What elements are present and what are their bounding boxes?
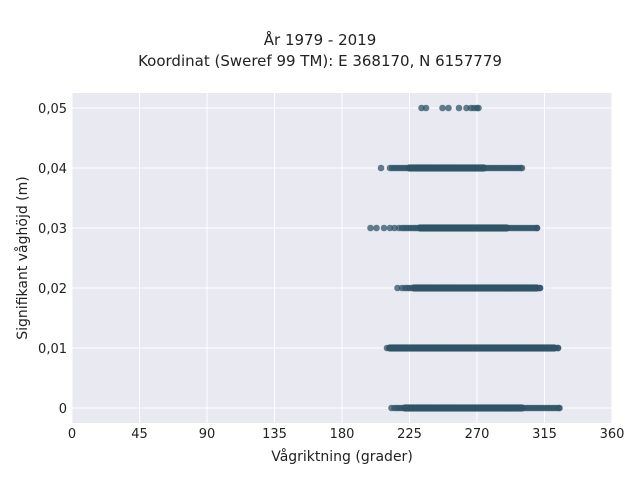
data-point: [395, 224, 403, 232]
x-tick-label: 360: [600, 427, 625, 442]
data-point: [475, 104, 482, 112]
data-point: [445, 104, 452, 112]
data-point: [533, 284, 541, 292]
points-layer: [367, 104, 563, 412]
x-ticks: 0 45 90 135 180 225 270 315 360: [68, 427, 625, 442]
data-point: [398, 284, 406, 292]
chart-title: År 1979 - 2019: [263, 31, 377, 49]
y-tick-label: 0,04: [38, 162, 67, 177]
x-tick-label: 90: [199, 427, 216, 442]
data-point: [422, 104, 430, 112]
data-point: [377, 164, 385, 172]
y-tick-label: 0,01: [38, 342, 67, 357]
y-ticks: 0 0,01 0,02 0,03 0,04 0,05: [38, 102, 67, 417]
data-point: [518, 164, 526, 172]
x-tick-label: 45: [131, 427, 148, 442]
y-tick-label: 0,02: [38, 282, 67, 297]
y-tick-label: 0: [59, 402, 67, 417]
chart-subtitle: Koordinat (Sweref 99 TM): E 368170, N 61…: [138, 52, 502, 70]
y-tick-label: 0,05: [38, 102, 67, 117]
data-point: [556, 404, 563, 412]
data-point: [518, 404, 526, 412]
x-tick-label: 180: [330, 427, 355, 442]
data-point: [550, 344, 558, 352]
x-tick-label: 225: [397, 427, 422, 442]
y-tick-label: 0,03: [38, 222, 67, 237]
data-point: [533, 224, 541, 232]
data-point: [439, 104, 446, 112]
x-axis-label: Vågriktning (grader): [271, 448, 413, 465]
data-point: [367, 224, 374, 232]
y-axis-label: Signifikant våghöjd (m): [14, 176, 31, 339]
x-tick-label: 270: [465, 427, 490, 442]
data-point: [388, 404, 395, 412]
data-point: [503, 224, 511, 232]
x-tick-label: 0: [68, 427, 76, 442]
data-point: [380, 224, 388, 232]
data-point: [480, 164, 488, 172]
x-tick-label: 315: [532, 427, 557, 442]
data-point: [373, 224, 380, 232]
data-point: [455, 104, 463, 112]
x-tick-label: 135: [262, 427, 287, 442]
